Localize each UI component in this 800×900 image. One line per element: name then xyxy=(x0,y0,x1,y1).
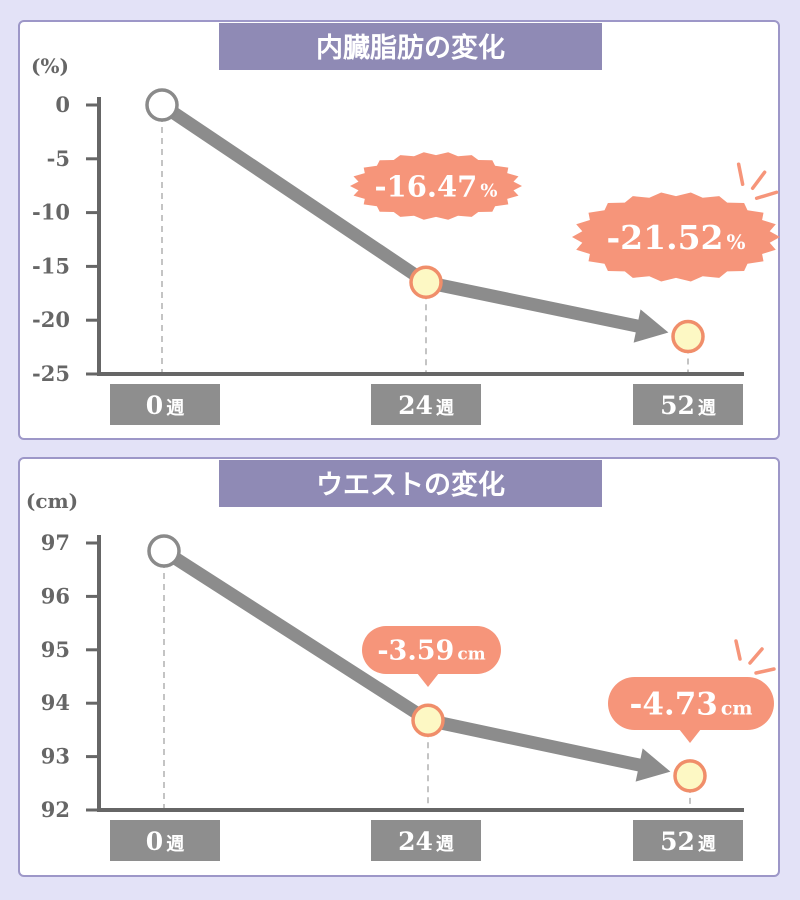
callout-value: -16.47 xyxy=(375,169,478,203)
x-category-box xyxy=(371,384,481,425)
y-tick-label: 94 xyxy=(41,690,70,715)
callout: -16.47% xyxy=(350,152,522,220)
callout-pointer xyxy=(679,729,701,743)
x-category-box xyxy=(110,384,220,425)
callout-burst xyxy=(572,192,780,282)
x-category-box xyxy=(633,384,743,425)
y-axis-unit: (cm) xyxy=(26,489,78,513)
callout-label: -3.59 cm xyxy=(377,636,485,667)
chart-title: 内臓脂肪の変化 xyxy=(316,32,505,64)
x-category-box xyxy=(110,820,220,861)
x-category-label: 24 週 xyxy=(398,827,454,856)
y-tick-label: 92 xyxy=(41,797,70,822)
x-category-suffix: 週 xyxy=(698,398,716,419)
y-tick-label: -5 xyxy=(47,146,70,171)
callout-bubble xyxy=(362,626,501,674)
emphasis-mark xyxy=(754,190,779,200)
data-point xyxy=(671,319,705,354)
x-category-box xyxy=(633,820,743,861)
y-tick-label: 96 xyxy=(41,583,70,608)
visceral-fat-chart: 内臓脂肪の変化(%)0-5-10-15-20-250 週 24 週 52 週-16.47%… xyxy=(18,20,780,440)
data-point xyxy=(673,759,707,793)
x-category-number: 0 xyxy=(146,827,163,856)
x-category-suffix: 週 xyxy=(436,398,454,419)
y-axis-unit: (%) xyxy=(31,54,69,78)
emphasis-mark xyxy=(748,647,764,665)
x-category-suffix: 週 xyxy=(166,834,184,855)
x-category-label: 52 週 xyxy=(660,827,716,856)
chart-panel xyxy=(18,20,780,440)
series-arrow-head xyxy=(633,309,669,343)
callout-label: -4.73 cm xyxy=(629,687,752,723)
callout-unit: cm xyxy=(721,698,753,720)
y-tick-label: -10 xyxy=(32,200,70,225)
x-category-suffix: 週 xyxy=(698,834,716,855)
emphasis-mark xyxy=(736,162,745,186)
y-tick-label: 97 xyxy=(41,530,70,555)
emphasis-mark xyxy=(754,667,776,675)
callout-value: -4.73 xyxy=(629,687,717,723)
y-tick-label: 95 xyxy=(41,637,70,662)
axes xyxy=(97,97,744,376)
series-arrow-head xyxy=(635,748,671,782)
y-tick-label: -20 xyxy=(32,307,70,332)
callout-unit: % xyxy=(480,180,497,201)
callout-value: -3.59 xyxy=(377,636,454,667)
x-category-number: 52 xyxy=(660,391,695,420)
data-point xyxy=(409,265,443,299)
y-tick-label: -25 xyxy=(32,361,70,386)
emphasis-mark xyxy=(734,639,742,661)
emphasis-mark xyxy=(750,170,767,190)
data-point xyxy=(147,534,181,568)
callout: -21.52% xyxy=(572,162,780,282)
callout-value: -21.52 xyxy=(606,218,723,257)
x-category-suffix: 週 xyxy=(166,398,184,419)
x-category-label: 52 週 xyxy=(660,391,716,420)
callout: -3.59 cm xyxy=(362,626,501,687)
x-category-box xyxy=(371,820,481,861)
axes xyxy=(97,535,744,812)
callout-pointer xyxy=(417,673,439,687)
callout-label: -16.47% xyxy=(375,169,498,203)
x-category-number: 52 xyxy=(660,827,695,856)
chart-title-box xyxy=(219,460,602,507)
chart-title-box xyxy=(219,23,602,70)
callout-bubble xyxy=(608,677,774,730)
callout-burst xyxy=(350,152,522,220)
callout-unit: % xyxy=(727,230,746,254)
x-category-suffix: 週 xyxy=(436,834,454,855)
chart-title: ウエストの変化 xyxy=(316,469,505,501)
x-category-number: 24 xyxy=(398,391,433,420)
data-point xyxy=(411,703,445,738)
x-category-number: 0 xyxy=(146,391,163,420)
y-tick-label: 0 xyxy=(55,92,70,117)
x-category-number: 24 xyxy=(398,827,433,856)
callout: -4.73 cm xyxy=(608,639,776,743)
y-tick-label: -15 xyxy=(32,253,70,278)
y-tick-label: 93 xyxy=(41,744,70,769)
callout-label: -21.52% xyxy=(606,218,745,257)
data-point xyxy=(145,88,179,122)
x-category-label: 24 週 xyxy=(398,391,454,420)
callout-unit: cm xyxy=(457,645,485,665)
